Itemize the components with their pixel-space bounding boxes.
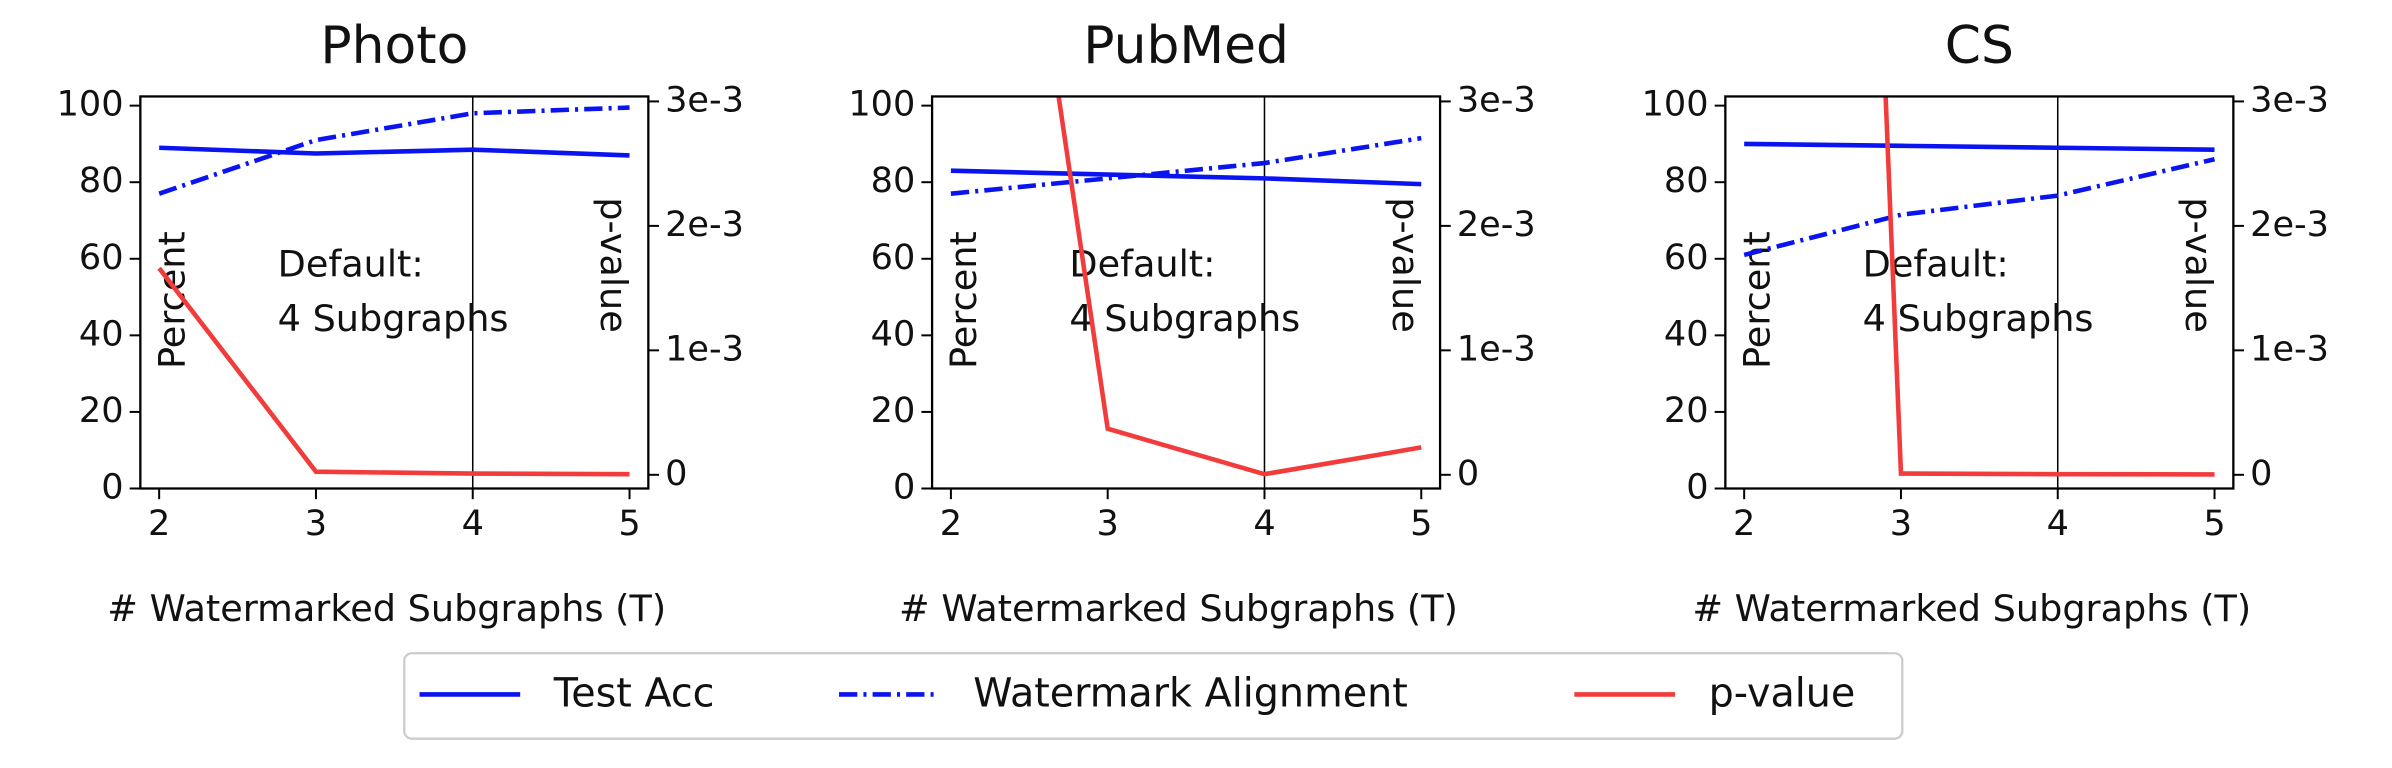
annotation: Default: — [278, 242, 424, 285]
x-tick-label: 4 — [2047, 503, 2069, 544]
y2-tick-label: 2e-3 — [665, 204, 744, 245]
x-axis-label: # Watermarked Subgraphs (T) — [899, 587, 1458, 630]
x-axis-label: # Watermarked Subgraphs (T) — [107, 587, 666, 630]
y2-tick-label: 0 — [2250, 453, 2272, 494]
y2-axis-label: p-value — [592, 197, 635, 332]
annotation: 4 Subgraphs — [1863, 297, 2094, 340]
series-line — [1743, 157, 2216, 258]
y-tick-label: 100 — [848, 84, 915, 125]
y-tick-label: 20 — [871, 390, 916, 431]
y-tick-label: 60 — [79, 237, 124, 278]
x-tick-label: 2 — [940, 503, 962, 544]
x-tick-label: 2 — [148, 503, 170, 544]
series-line — [1744, 141, 2215, 152]
series-line — [158, 105, 630, 196]
x-tick-label: 5 — [618, 503, 640, 544]
axes-frame — [1724, 95, 2235, 490]
y-tick-label: 40 — [79, 313, 124, 354]
y-tick-label: 60 — [1664, 237, 1709, 278]
x-tick-label: 5 — [1410, 503, 1432, 544]
y2-tick-label: 2e-3 — [1457, 204, 1536, 245]
y-tick-label: 80 — [871, 160, 916, 201]
series-line — [950, 135, 1422, 196]
y-tick-label: 100 — [1642, 84, 1709, 125]
x-tick-label: 2 — [1733, 503, 1755, 544]
x-tick-label: 3 — [1097, 503, 1119, 544]
series-line — [950, 168, 1422, 187]
y-axis-label: Percent — [1735, 231, 1778, 369]
legend-label: Watermark Alignment — [973, 670, 1408, 716]
y2-tick-label: 2e-3 — [2250, 204, 2329, 245]
y2-tick-label: 3e-3 — [1457, 79, 1536, 120]
x-axis-label: # Watermarked Subgraphs (T) — [1692, 587, 2251, 630]
x-tick-label: 5 — [2203, 503, 2225, 544]
series-line — [157, 266, 630, 477]
y-axis-label: Percent — [942, 231, 985, 369]
y2-axis-label: p-value — [1384, 197, 1427, 332]
y2-tick-label: 1e-3 — [2250, 328, 2329, 369]
axes-frame — [139, 95, 650, 490]
legend-label: Test Acc — [553, 670, 715, 716]
series-line — [159, 145, 630, 158]
y-tick-label: 0 — [1686, 466, 1708, 507]
x-tick-label: 4 — [462, 503, 484, 544]
y2-axis-label: p-value — [2177, 197, 2220, 332]
x-tick-label: 4 — [1253, 503, 1275, 544]
y-axis-label: Percent — [150, 231, 193, 369]
axes-frame — [930, 95, 1442, 490]
y2-tick-label: 3e-3 — [665, 79, 744, 120]
x-tick-label: 3 — [1890, 503, 1912, 544]
chart-title: PubMed — [1083, 16, 1289, 76]
series-line — [1883, 96, 2215, 477]
annotation: Default: — [1863, 242, 2009, 285]
y-tick-label: 0 — [893, 466, 915, 507]
y-tick-label: 40 — [871, 313, 916, 354]
y-tick-label: 0 — [101, 466, 123, 507]
series-line — [1056, 96, 1422, 477]
y2-tick-label: 0 — [665, 453, 687, 494]
annotation: 4 Subgraphs — [278, 297, 509, 340]
y2-tick-label: 1e-3 — [665, 328, 744, 369]
y-tick-label: 20 — [1664, 390, 1709, 431]
annotation: Default: — [1069, 242, 1215, 285]
y-tick-label: 80 — [1664, 160, 1709, 201]
chart-title: CS — [1945, 16, 2014, 76]
x-tick-label: 3 — [305, 503, 327, 544]
y2-tick-label: 3e-3 — [2250, 79, 2329, 120]
legend-frame — [403, 652, 1904, 740]
y2-tick-label: 0 — [1457, 453, 1479, 494]
legend-label: p-value — [1709, 670, 1856, 716]
y-tick-label: 40 — [1664, 313, 1709, 354]
y2-tick-label: 1e-3 — [1457, 328, 1536, 369]
chart-title: Photo — [320, 16, 468, 76]
annotation: 4 Subgraphs — [1069, 297, 1300, 340]
y-tick-label: 100 — [57, 84, 124, 125]
y-tick-label: 80 — [79, 160, 124, 201]
legend: Test Acc Watermark Alignment p-value — [403, 652, 1904, 740]
y-tick-label: 20 — [79, 390, 124, 431]
y-tick-label: 60 — [871, 237, 916, 278]
